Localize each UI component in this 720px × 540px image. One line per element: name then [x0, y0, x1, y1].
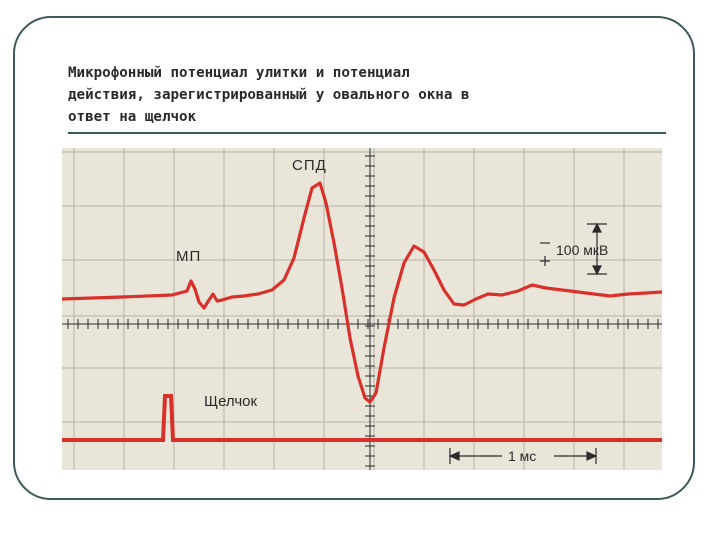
title-underline [68, 132, 666, 134]
response-trace [62, 181, 662, 404]
oscillogram-figure: 100 мкВ 1 мс СПД МП Щелчок [62, 148, 662, 470]
slide-title: Микрофонный потенциал улитки и потенциал… [68, 62, 668, 128]
amplitude-scale-label: 100 мкВ [556, 242, 608, 258]
time-scale-bar [448, 448, 598, 464]
title-line-1: Микрофонный потенциал улитки и потенциал [68, 65, 410, 81]
title-line-3: ответ на щелчок [68, 109, 197, 125]
spd-label: СПД [292, 157, 327, 174]
click-stimulus-trace [62, 394, 662, 442]
title-line-2: действия, зарегистрированный у овального… [68, 87, 470, 103]
mp-label: МП [176, 248, 201, 265]
time-scale-label: 1 мс [508, 448, 536, 464]
axis-ticks [62, 148, 662, 470]
paper-background [62, 148, 662, 470]
amplitude-scale-bar [540, 222, 607, 276]
click-label: Щелчок [204, 393, 257, 410]
